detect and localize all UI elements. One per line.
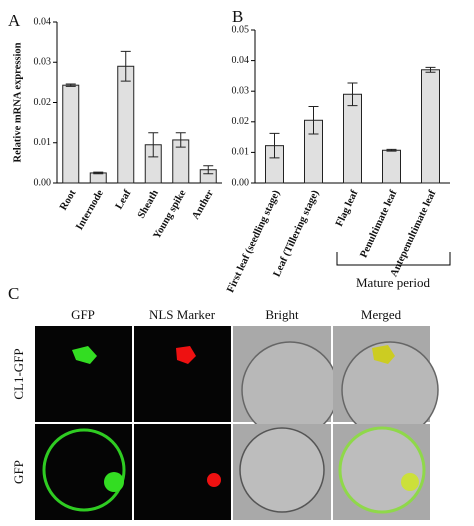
- column-header: Bright: [265, 307, 299, 322]
- x-tick-label: Leaf (Tillering stage): [272, 188, 322, 279]
- x-tick-label: Sheath: [136, 188, 161, 220]
- column-header: NLS Marker: [149, 307, 216, 322]
- y-tick-label: 0.04: [232, 55, 250, 66]
- x-tick-label: First leaf (seedling stage): [225, 188, 282, 294]
- error-bar: [425, 66, 436, 73]
- column-header: GFP: [71, 307, 95, 322]
- x-tick-label: Root: [58, 188, 79, 213]
- error-bar: [93, 171, 104, 175]
- cell: [338, 426, 426, 514]
- row-header: GFP: [11, 460, 26, 484]
- y-tick-label: 0.04: [34, 16, 52, 27]
- bracket: [336, 252, 451, 266]
- bar: [89, 172, 107, 184]
- x-tick-label: Flag leaf: [334, 188, 361, 228]
- nls-signal: [207, 473, 221, 487]
- panel-label: B: [232, 7, 243, 26]
- image-gfp-2: [35, 424, 132, 520]
- bar: [62, 84, 80, 184]
- error-bar: [65, 83, 76, 87]
- y-tick-label: 0.02: [232, 116, 250, 127]
- x-tick-label: Penultimate leaf: [358, 188, 399, 259]
- annotation: Mature period: [356, 275, 431, 290]
- cell: [241, 341, 339, 439]
- y-axis-label: Relative mRNA expression: [12, 42, 23, 162]
- error-bar: [308, 106, 319, 135]
- gfp-signal: [42, 428, 126, 512]
- bar: [382, 149, 401, 184]
- cell: [239, 427, 325, 513]
- column-header: Merged: [361, 307, 402, 322]
- error-bar: [203, 165, 214, 175]
- x-tick-label: Internode: [74, 188, 106, 232]
- y-tick-label: 0.01: [34, 137, 52, 148]
- y-tick-label: 0.05: [232, 24, 250, 35]
- y-tick-label: 0.02: [34, 97, 52, 108]
- y-tick-label: 0.03: [232, 85, 250, 96]
- y-tick-label: 0.00: [232, 177, 250, 188]
- panel-label: C: [8, 284, 19, 303]
- image-nls-1: [134, 326, 231, 422]
- gfp-signal: [72, 346, 97, 364]
- error-bar: [148, 132, 159, 158]
- error-bar: [386, 148, 397, 152]
- merged-signal: [401, 473, 419, 491]
- error-bar: [175, 132, 186, 148]
- nls-signal: [176, 346, 196, 364]
- row-header: CL1-GFP: [11, 348, 26, 399]
- image-gfp-1: [35, 326, 132, 422]
- image-nls-2: [134, 424, 231, 520]
- y-tick-label: 0.00: [34, 177, 52, 188]
- error-bar: [269, 132, 280, 159]
- microscopy-panel: [35, 326, 439, 520]
- gfp-signal: [104, 472, 124, 492]
- y-tick-label: 0.03: [34, 57, 52, 68]
- bar: [343, 93, 362, 184]
- x-tick-label: Leaf: [114, 188, 134, 212]
- error-bar: [120, 50, 131, 82]
- bar: [117, 65, 135, 184]
- x-tick-label: Anther: [190, 188, 216, 222]
- bar: [421, 69, 440, 184]
- error-bar: [347, 82, 358, 107]
- merged-signal: [372, 345, 395, 364]
- panel-label: A: [8, 11, 21, 30]
- y-tick-label: 0.01: [232, 147, 250, 158]
